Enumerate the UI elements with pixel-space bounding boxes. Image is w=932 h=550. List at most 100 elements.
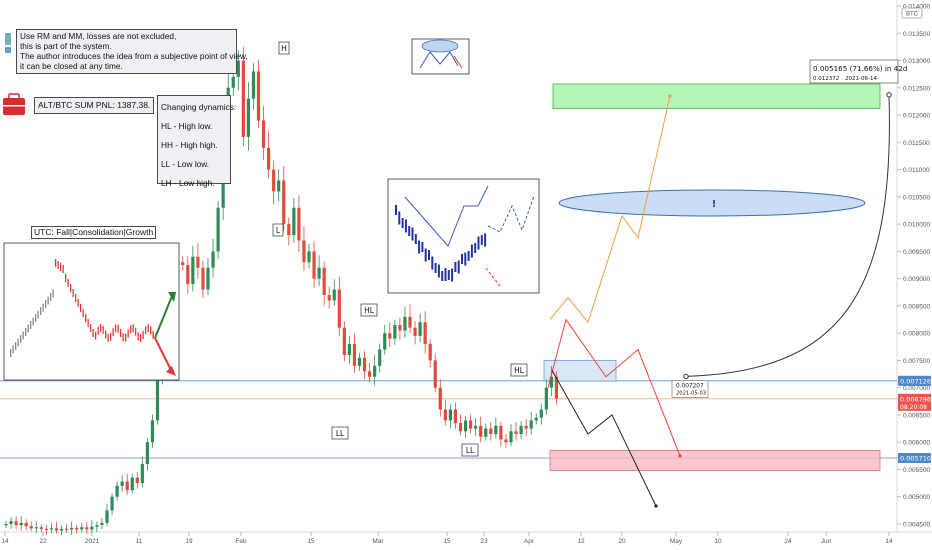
candle-body bbox=[292, 207, 296, 236]
dynamics-line: HH - High high. bbox=[161, 140, 218, 150]
inset-utc-bar bbox=[52, 289, 54, 298]
structure-label-text: HL bbox=[364, 306, 375, 315]
candle-body bbox=[534, 417, 538, 421]
candle-body bbox=[509, 431, 513, 443]
inset-pattern-bar bbox=[437, 264, 440, 278]
inset-pattern-bar bbox=[461, 254, 463, 264]
candle-body bbox=[373, 365, 377, 377]
inset-utc-bar bbox=[80, 304, 82, 312]
candle-body bbox=[44, 528, 48, 530]
inset-utc-bar bbox=[40, 307, 42, 315]
candle-body bbox=[479, 425, 483, 437]
pnl-text: ALT/BTC SUM PNL: 1387,38. bbox=[38, 100, 151, 110]
y-tick-label: 0.011000 bbox=[903, 167, 930, 174]
inset-utc-bar bbox=[27, 324, 29, 333]
candle-body bbox=[317, 267, 321, 279]
inset-utc-bar bbox=[135, 327, 137, 336]
candle-body bbox=[347, 344, 351, 355]
utc-title-text: UTC: Fall|Consolidation|Growth bbox=[34, 227, 154, 237]
price-label-text: 0.005710 bbox=[900, 455, 931, 463]
inset-utc-bar bbox=[105, 330, 107, 339]
candle-body bbox=[201, 267, 205, 290]
candle-body bbox=[327, 294, 331, 301]
candle-body bbox=[261, 120, 266, 148]
candle-body bbox=[408, 316, 412, 328]
candle-body bbox=[458, 423, 463, 432]
candle-body bbox=[246, 98, 250, 137]
inset-utc-bar bbox=[17, 338, 19, 347]
inset-utc-bar bbox=[42, 303, 44, 312]
y-tick-label: 0.012500 bbox=[903, 85, 930, 92]
x-tick-label: 12 bbox=[577, 538, 585, 545]
info-icon bbox=[5, 47, 11, 53]
briefcase-icon bbox=[3, 93, 25, 115]
candle-body bbox=[272, 169, 276, 192]
candle-body bbox=[140, 464, 144, 484]
inset-utc-bar bbox=[82, 309, 84, 317]
structure-label-box bbox=[272, 223, 284, 237]
y-tick-label: 0.005500 bbox=[903, 467, 930, 474]
candle-body bbox=[236, 60, 240, 77]
candle-body bbox=[256, 71, 261, 121]
inset-utc-frame bbox=[3, 242, 180, 381]
candle-body bbox=[428, 344, 432, 361]
inset-utc-bar bbox=[22, 331, 24, 340]
candle-body bbox=[231, 76, 235, 88]
inset-pattern-bar bbox=[474, 243, 477, 253]
candle-body bbox=[155, 376, 160, 421]
inset-utc-bar bbox=[12, 345, 14, 354]
utc-title: UTC: Fall|Consolidation|Growth bbox=[31, 226, 157, 239]
measure-end-label: 0.005165 (71.66%) in 42d 0.012372 2021-06-… bbox=[809, 59, 907, 84]
candle-body bbox=[181, 262, 185, 265]
candle-body bbox=[307, 251, 311, 263]
candle-body bbox=[494, 425, 498, 435]
candle-body bbox=[403, 316, 407, 331]
symbol-badge-text: BTC bbox=[906, 12, 919, 18]
inset-pattern-bar bbox=[451, 268, 454, 282]
candle-body bbox=[150, 420, 155, 443]
structure-label: L bbox=[272, 223, 284, 237]
x-tick-label: Jun bbox=[821, 538, 832, 545]
inset-utc-bar bbox=[90, 324, 92, 332]
candle-body bbox=[393, 324, 397, 339]
inset-pattern-bar bbox=[418, 240, 421, 254]
rules-line: it can be closed at any time. bbox=[20, 61, 123, 71]
measure-arc bbox=[685, 94, 890, 377]
inset-pattern-line bbox=[404, 185, 489, 247]
measure-start-point bbox=[683, 373, 689, 380]
ellipse-label: ! bbox=[712, 199, 717, 210]
inset-utc-bar bbox=[122, 333, 124, 342]
candle-body bbox=[120, 481, 124, 486]
inset-utc-up-arrow bbox=[154, 295, 173, 339]
candle-body bbox=[504, 439, 508, 443]
candle-body bbox=[287, 224, 291, 236]
inset-utc-bar bbox=[145, 326, 147, 335]
measure-end-text: 0.005165 (71.66%) in 42d bbox=[813, 64, 907, 73]
structure-label: HL bbox=[510, 363, 528, 377]
candle-body bbox=[368, 371, 372, 377]
structure-label-text: LL bbox=[466, 446, 475, 455]
inset-utc-bar bbox=[152, 331, 154, 340]
candle-body bbox=[125, 481, 129, 491]
y-tick-label: 0.008000 bbox=[903, 331, 930, 338]
candle-body bbox=[145, 442, 149, 465]
candle-body bbox=[438, 387, 442, 410]
x-tick-label: 14 bbox=[885, 538, 893, 545]
candle-body bbox=[186, 265, 190, 285]
candle-body bbox=[100, 522, 104, 526]
candle-body bbox=[29, 526, 33, 529]
inset-utc-bar bbox=[77, 299, 79, 307]
inset-pattern-bar bbox=[477, 236, 480, 250]
rules-note: Use RM and MM, losses are not excluded, … bbox=[16, 29, 248, 74]
candle-body bbox=[282, 180, 286, 225]
inset-utc-bar bbox=[115, 324, 117, 333]
inset-small-red bbox=[453, 55, 463, 69]
inset-utc-bar bbox=[95, 331, 97, 340]
y-tick-label: 0.007000 bbox=[903, 385, 930, 392]
x-tick-label: 2021 bbox=[85, 538, 100, 545]
inset-pattern-dash bbox=[487, 195, 535, 233]
inset-pattern-bar bbox=[398, 211, 401, 225]
structure-label: LL bbox=[331, 426, 349, 440]
inset-utc-bar bbox=[45, 300, 47, 308]
